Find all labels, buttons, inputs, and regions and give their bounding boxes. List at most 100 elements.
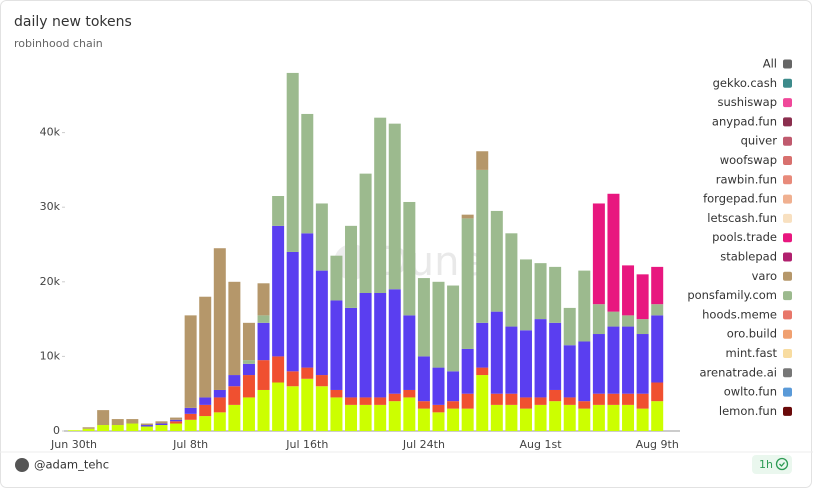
bar-segment bbox=[417, 356, 430, 402]
bar-segment bbox=[403, 201, 416, 316]
bar-segment bbox=[330, 300, 343, 390]
bar-segment bbox=[126, 419, 139, 424]
bar-segment bbox=[607, 326, 620, 394]
bar-segment bbox=[242, 375, 255, 398]
legend-label: arenatrade.ai bbox=[700, 365, 778, 379]
legend-label: forgepad.fun bbox=[703, 192, 777, 206]
bar-segment bbox=[199, 404, 212, 417]
bar-segment bbox=[461, 408, 474, 431]
legend-swatch[interactable] bbox=[783, 194, 792, 204]
legend-swatch[interactable] bbox=[783, 136, 792, 146]
legend-label: owlto.fun bbox=[724, 385, 777, 399]
avatar bbox=[15, 458, 29, 472]
bar-segment bbox=[403, 389, 416, 398]
bar-segment bbox=[417, 408, 430, 431]
bar-segment bbox=[199, 296, 212, 398]
bar-segment bbox=[286, 72, 299, 252]
legend-swatch[interactable] bbox=[783, 78, 792, 88]
legend-swatch[interactable] bbox=[783, 349, 792, 358]
bar-segment bbox=[534, 397, 547, 405]
bar-segment bbox=[447, 285, 460, 372]
bar-segment bbox=[272, 196, 285, 226]
legend-label: gekko.cash bbox=[713, 76, 777, 90]
bar-segment bbox=[330, 397, 343, 431]
bar-segment bbox=[111, 425, 124, 431]
bar-segment bbox=[651, 304, 664, 316]
author[interactable]: @adam_tehc bbox=[34, 458, 109, 472]
bar-segment bbox=[184, 407, 197, 414]
bar-segment bbox=[242, 322, 255, 361]
x-tick-label: Jun 30th bbox=[50, 438, 97, 451]
bar-segment bbox=[534, 263, 547, 320]
legend-swatch[interactable] bbox=[783, 175, 792, 185]
bar-segment bbox=[315, 386, 328, 431]
legend-swatch[interactable] bbox=[783, 117, 792, 127]
bar-segment bbox=[374, 292, 387, 398]
bar-segment bbox=[622, 393, 635, 405]
legend-swatch[interactable] bbox=[783, 271, 792, 281]
bar-segment bbox=[82, 428, 95, 431]
bar-segment bbox=[651, 266, 664, 305]
bar-segment bbox=[170, 423, 183, 431]
bar-segment bbox=[476, 322, 489, 368]
bar-segment bbox=[315, 270, 328, 376]
bar-segment bbox=[534, 319, 547, 398]
bar-segment bbox=[301, 233, 314, 368]
bar-segment bbox=[184, 315, 197, 408]
legend-label: anypad.fun bbox=[712, 114, 777, 128]
legend-swatch[interactable] bbox=[783, 310, 792, 320]
legend-label: rawbin.fun bbox=[716, 172, 777, 186]
bar-segment bbox=[257, 389, 270, 431]
bar-segment bbox=[345, 404, 358, 431]
bar-segment bbox=[417, 401, 430, 409]
legend-swatch[interactable] bbox=[783, 252, 792, 262]
legend-swatch[interactable] bbox=[783, 233, 792, 243]
bar-segment bbox=[636, 334, 649, 394]
bar-segment bbox=[257, 322, 270, 361]
legend-swatch[interactable] bbox=[783, 291, 792, 301]
bar-segment bbox=[272, 225, 285, 357]
bar-segment bbox=[592, 404, 605, 431]
bar-segment bbox=[519, 397, 532, 409]
chart-title: daily new tokens bbox=[14, 14, 132, 30]
bar-segment bbox=[97, 410, 110, 426]
legend-swatch[interactable] bbox=[783, 387, 792, 397]
legend-swatch[interactable] bbox=[783, 156, 792, 165]
bar-segment bbox=[563, 345, 576, 398]
bar-segment bbox=[432, 412, 445, 431]
bar-segment bbox=[155, 423, 168, 426]
bar-segment bbox=[622, 315, 635, 327]
bar-segment bbox=[68, 430, 80, 431]
bar-segment bbox=[490, 311, 503, 394]
legend-label: lemon.fun bbox=[719, 404, 777, 418]
legend-label: mint.fast bbox=[726, 346, 778, 360]
bar-segment bbox=[417, 278, 430, 357]
bar-segment bbox=[97, 425, 110, 431]
bar-segment bbox=[476, 169, 489, 323]
bar-segment bbox=[519, 408, 532, 431]
bar-segment bbox=[301, 378, 314, 431]
y-tick-label: 30k bbox=[40, 200, 61, 213]
x-tick-label: Jul 24th bbox=[402, 438, 445, 451]
legend-swatch[interactable] bbox=[783, 368, 792, 378]
bar-segment bbox=[622, 265, 635, 316]
legend-swatch[interactable] bbox=[783, 329, 792, 339]
legend-swatch[interactable] bbox=[783, 98, 792, 108]
bar-segment bbox=[549, 389, 562, 402]
bar-segment bbox=[184, 419, 197, 431]
bar-segment bbox=[505, 393, 518, 405]
x-tick-label: Jul 16th bbox=[285, 438, 328, 451]
bar-segment bbox=[140, 423, 153, 426]
legend-swatch[interactable] bbox=[783, 213, 792, 223]
bar-segment bbox=[82, 427, 95, 429]
bar-segment bbox=[199, 416, 212, 431]
legend-swatch[interactable] bbox=[783, 406, 792, 416]
y-tick-label: 0 bbox=[53, 424, 60, 437]
bar-segment bbox=[228, 386, 241, 405]
legend-swatch[interactable] bbox=[783, 59, 792, 69]
legend-label: varo bbox=[752, 269, 777, 283]
bar-segment bbox=[607, 404, 620, 431]
bar-segment bbox=[549, 266, 562, 323]
bar-segment bbox=[622, 404, 635, 431]
